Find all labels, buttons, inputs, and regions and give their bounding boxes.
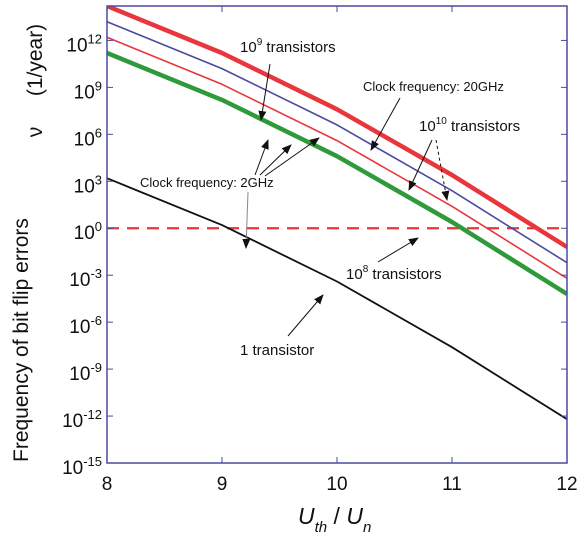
y-axis-unit: (1/year) bbox=[24, 24, 47, 96]
arrow-1e10-b bbox=[435, 139, 450, 201]
x-axis-label: Uth / Un bbox=[298, 503, 371, 536]
x-tick-label: 9 bbox=[217, 474, 228, 495]
y-tick-label: 10-9 bbox=[69, 360, 102, 385]
arrow-1e10-a bbox=[408, 139, 433, 191]
annotation-1e9-transistors: 109 transistors bbox=[240, 37, 336, 56]
arrow-2ghz-2 bbox=[259, 144, 292, 176]
series-line-s2ghz_1e9 bbox=[107, 36, 567, 279]
x-axis-label-den: U bbox=[346, 503, 363, 529]
x-tick-label: 10 bbox=[326, 474, 347, 495]
y-tick-label: 103 bbox=[74, 172, 102, 197]
annotation-1e8-text: transistors bbox=[368, 266, 441, 283]
y-tick-label: 10-15 bbox=[62, 454, 102, 479]
arrow-clock-20ghz bbox=[370, 97, 401, 151]
x-axis-label-num: U bbox=[298, 503, 315, 529]
annotation-1e8-base: 10 bbox=[346, 266, 363, 283]
arrow-1e8 bbox=[377, 237, 419, 263]
y-tick-label: 10-3 bbox=[69, 266, 102, 291]
plot-area bbox=[107, 6, 567, 420]
y-tick-label: 109 bbox=[74, 78, 102, 103]
arrow-2ghz-4 bbox=[242, 191, 251, 249]
y-tick-label: 10-6 bbox=[69, 313, 102, 338]
y-tick-label: 106 bbox=[74, 125, 102, 150]
x-tick-label: 8 bbox=[102, 474, 113, 495]
series-line-s20ghz_1e10 bbox=[107, 6, 567, 249]
arrow-1-transistor bbox=[287, 294, 324, 337]
annotation-arrows bbox=[242, 63, 450, 337]
x-axis-ticks: 8 9 10 11 12 bbox=[102, 6, 578, 495]
annotation-1e8-transistors: 108 transistors bbox=[346, 264, 442, 283]
y-tick-label: 1012 bbox=[66, 31, 102, 56]
annotation-1e10-text: transistors bbox=[447, 118, 520, 135]
x-tick-label: 11 bbox=[442, 474, 462, 495]
x-axis-label-num-sub: th bbox=[315, 519, 328, 536]
y-axis-label: Frequency of bit flip errors bbox=[10, 218, 33, 462]
annotations: 109 transistors Clock frequency: 20GHz 1… bbox=[140, 37, 520, 359]
annotation-1e9-text: transistors bbox=[262, 39, 335, 56]
y-axis-symbol: ν bbox=[24, 127, 47, 138]
annotation-clock-20ghz: Clock frequency: 20GHz bbox=[363, 79, 504, 94]
annotation-1e10-exp: 10 bbox=[436, 116, 448, 127]
y-tick-label: 100 bbox=[74, 219, 102, 244]
annotation-1e10-transistors: 1010 transistors bbox=[419, 116, 520, 135]
annotation-clock-2ghz: Clock frequency: 2GHz bbox=[140, 175, 274, 190]
x-tick-label: 12 bbox=[556, 474, 577, 495]
x-axis-label-den-sub: n bbox=[363, 519, 371, 536]
x-axis-label-sep: / bbox=[327, 503, 346, 529]
arrow-2ghz-3 bbox=[264, 137, 320, 177]
annotation-1e9-base: 10 bbox=[240, 39, 257, 56]
annotation-1e8-exp: 8 bbox=[363, 264, 369, 275]
annotation-1-transistor: 1 transistor bbox=[240, 342, 314, 359]
y-tick-label: 10-12 bbox=[62, 407, 102, 432]
series-line-s2ghz_1e8 bbox=[107, 50, 567, 296]
annotation-1e10-base: 10 bbox=[419, 118, 436, 135]
arrow-1e9 bbox=[258, 63, 271, 121]
annotation-1e9-exp: 9 bbox=[257, 37, 263, 48]
arrow-2ghz-1 bbox=[254, 139, 269, 176]
series-line-s2ghz_1e10 bbox=[107, 20, 567, 264]
series-line-s2ghz_1 bbox=[107, 177, 567, 420]
